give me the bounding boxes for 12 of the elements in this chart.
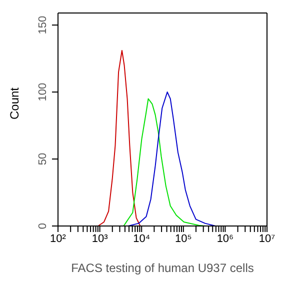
y-tick-label: 100 xyxy=(37,82,49,102)
x-tick-label: 10³ xyxy=(92,232,108,245)
y-tick-label: 150 xyxy=(37,16,49,34)
x-tick-label: 10⁴ xyxy=(133,232,150,245)
x-tick-label: 10² xyxy=(50,232,66,245)
y-axis-title: Count xyxy=(7,86,22,120)
y-tick-label: 0 xyxy=(37,222,49,230)
x-tick-label: 10⁷ xyxy=(258,232,276,245)
y-tick-label: 50 xyxy=(37,152,49,166)
x-tick-label: 10⁶ xyxy=(216,232,234,245)
x-tick-label: 10⁵ xyxy=(175,232,192,245)
x-axis-title: FACS testing of human U937 cells xyxy=(71,261,254,275)
